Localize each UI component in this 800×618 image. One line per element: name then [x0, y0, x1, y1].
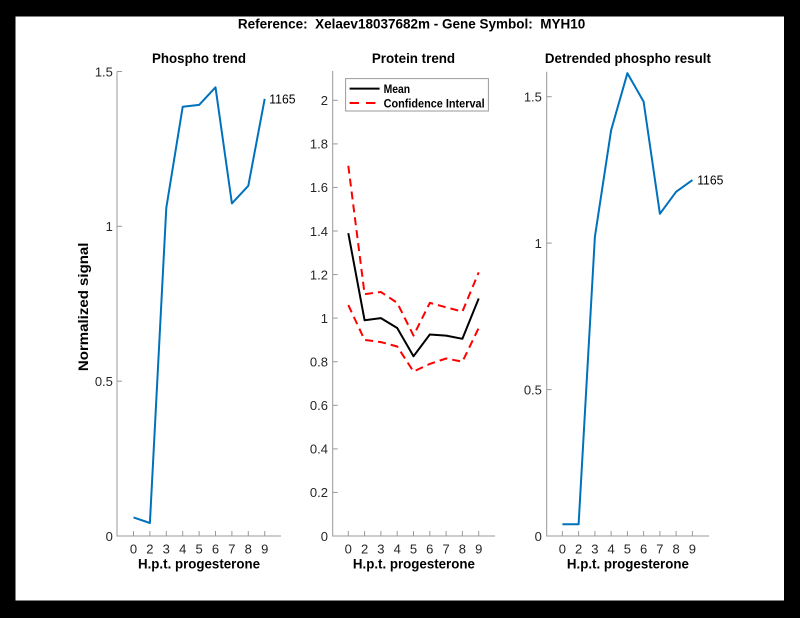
svg-text:8: 8 [245, 542, 252, 557]
svg-text:7: 7 [228, 542, 235, 557]
svg-text:0: 0 [535, 529, 542, 544]
svg-text:3: 3 [377, 542, 384, 557]
svg-text:1.5: 1.5 [524, 90, 542, 105]
svg-text:Protein trend: Protein trend [372, 51, 455, 66]
svg-text:4: 4 [394, 542, 401, 557]
svg-text:1165: 1165 [697, 173, 723, 188]
svg-text:1: 1 [106, 219, 113, 234]
svg-text:1.2: 1.2 [310, 267, 328, 282]
svg-text:6: 6 [640, 542, 647, 557]
svg-text:Mean: Mean [384, 82, 411, 96]
svg-text:0.5: 0.5 [524, 382, 542, 397]
svg-text:1.8: 1.8 [310, 137, 328, 152]
svg-text:5: 5 [624, 542, 631, 557]
svg-text:9: 9 [261, 542, 268, 557]
svg-text:0.4: 0.4 [310, 442, 328, 457]
svg-text:H.p.t. progesterone: H.p.t. progesterone [353, 557, 475, 572]
svg-text:2: 2 [361, 542, 368, 557]
svg-text:2: 2 [146, 542, 153, 557]
svg-text:6: 6 [212, 542, 219, 557]
svg-text:8: 8 [672, 542, 679, 557]
svg-text:0: 0 [321, 529, 328, 544]
svg-text:0.2: 0.2 [310, 485, 328, 500]
svg-text:1: 1 [321, 311, 328, 326]
svg-text:2: 2 [321, 93, 328, 108]
svg-text:4: 4 [179, 542, 186, 557]
svg-text:3: 3 [591, 542, 598, 557]
svg-text:Detrended phospho result: Detrended phospho result [545, 51, 711, 66]
svg-text:9: 9 [689, 542, 696, 557]
svg-text:0.5: 0.5 [95, 374, 113, 389]
svg-text:4: 4 [607, 542, 614, 557]
svg-text:0.8: 0.8 [310, 355, 328, 370]
svg-text:1: 1 [535, 236, 542, 251]
svg-text:0.6: 0.6 [310, 398, 328, 413]
svg-text:5: 5 [195, 542, 202, 557]
svg-text:7: 7 [442, 542, 449, 557]
svg-text:1.5: 1.5 [95, 64, 113, 79]
svg-text:Normalized signal: Normalized signal [75, 243, 91, 372]
svg-text:H.p.t. progesterone: H.p.t. progesterone [567, 557, 689, 572]
svg-text:Confidence Interval: Confidence Interval [384, 96, 485, 110]
svg-text:5: 5 [410, 542, 417, 557]
svg-text:1.6: 1.6 [310, 180, 328, 195]
svg-text:1.4: 1.4 [310, 224, 328, 239]
svg-text:0: 0 [130, 542, 137, 557]
svg-text:7: 7 [656, 542, 663, 557]
svg-text:H.p.t. progesterone: H.p.t. progesterone [138, 557, 260, 572]
svg-text:Phospho trend: Phospho trend [152, 51, 246, 66]
svg-text:0: 0 [106, 529, 113, 544]
svg-text:2: 2 [575, 542, 582, 557]
svg-text:3: 3 [163, 542, 170, 557]
svg-text:0: 0 [559, 542, 566, 557]
svg-text:6: 6 [426, 542, 433, 557]
svg-text:Reference: Xelaev18037682m -: Reference: Xelaev18037682m - Gene Symbol… [238, 16, 585, 31]
svg-text:9: 9 [475, 542, 482, 557]
svg-text:0: 0 [345, 542, 352, 557]
svg-text:1165: 1165 [269, 91, 295, 106]
svg-text:8: 8 [459, 542, 466, 557]
